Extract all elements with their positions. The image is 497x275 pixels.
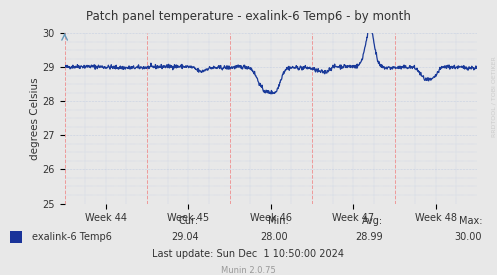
Text: Cur:: Cur: xyxy=(179,216,199,226)
Text: Avg:: Avg: xyxy=(361,216,383,226)
Text: 28.00: 28.00 xyxy=(260,232,288,242)
Text: 28.99: 28.99 xyxy=(355,232,383,242)
Text: Last update: Sun Dec  1 10:50:00 2024: Last update: Sun Dec 1 10:50:00 2024 xyxy=(153,249,344,259)
Text: 30.00: 30.00 xyxy=(455,232,482,242)
Y-axis label: degrees Celsius: degrees Celsius xyxy=(30,77,40,160)
Text: 29.04: 29.04 xyxy=(171,232,199,242)
Text: Munin 2.0.75: Munin 2.0.75 xyxy=(221,266,276,274)
Text: Min:: Min: xyxy=(267,216,288,226)
Text: Patch panel temperature - exalink-6 Temp6 - by month: Patch panel temperature - exalink-6 Temp… xyxy=(86,10,411,23)
Text: RRDTOOL / TOBI OETIKER: RRDTOOL / TOBI OETIKER xyxy=(491,56,496,137)
Text: exalink-6 Temp6: exalink-6 Temp6 xyxy=(32,232,112,242)
Text: Max:: Max: xyxy=(459,216,482,226)
